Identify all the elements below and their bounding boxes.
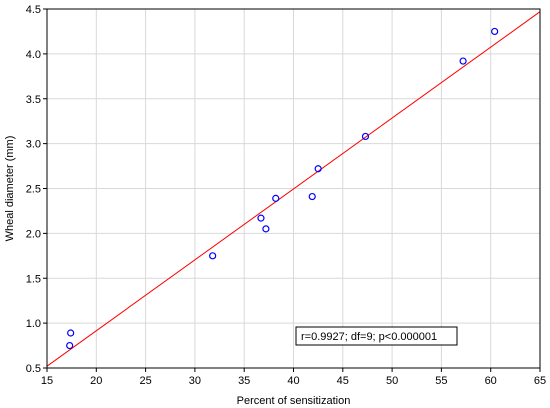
x-tick-label: 25 (139, 375, 151, 387)
data-point (361, 132, 370, 141)
data-point (272, 194, 280, 202)
y-axis-ticks: 0.5 1.0 1.5 2.0 2.5 3.0 3.5 4.0 4.5 (26, 4, 47, 375)
x-tick-label: 35 (238, 375, 250, 387)
x-tick-label: 40 (287, 375, 299, 387)
regression-line-path (46, 11, 541, 367)
x-tick-label: 30 (189, 375, 201, 387)
data-point (459, 57, 467, 65)
y-tick-label: 2.0 (26, 228, 41, 240)
statistics-box: r=0.9927; df=9; p<0.000001 (295, 326, 458, 346)
data-point (67, 329, 75, 337)
x-tick-label: 60 (485, 375, 497, 387)
y-tick-label: 1.0 (26, 318, 41, 330)
y-tick-label: 3.0 (26, 139, 41, 151)
x-tick-label: 50 (386, 375, 398, 387)
y-tick-label: 4.0 (26, 49, 41, 61)
x-axis-ticks: 15 20 25 30 35 40 45 50 55 60 65 (41, 368, 546, 387)
data-point (209, 252, 217, 260)
y-tick-label: 0.5 (26, 363, 41, 375)
data-point (308, 192, 316, 201)
x-tick-label: 65 (534, 375, 546, 387)
y-tick-label: 3.5 (26, 94, 41, 106)
y-tick-label: 2.5 (26, 184, 41, 196)
data-point (314, 165, 322, 173)
x-tick-label: 55 (435, 375, 447, 387)
data-point (66, 341, 74, 350)
y-axis-label: Wheal diameter (mm) (4, 136, 16, 242)
data-points (66, 27, 499, 350)
statistics-box-border (295, 326, 458, 346)
x-axis-label: Percent of sensitization (237, 395, 351, 407)
statistics-text: r=0.9927; df=9; p<0.000001 (301, 331, 437, 343)
data-point (491, 27, 499, 36)
data-point (262, 225, 270, 233)
regression-line (46, 11, 541, 367)
x-tick-label: 20 (90, 375, 102, 387)
y-tick-label: 4.5 (26, 4, 41, 16)
y-tick-label: 1.5 (26, 273, 41, 285)
data-point (257, 214, 265, 222)
x-tick-label: 15 (41, 375, 53, 387)
x-tick-label: 45 (337, 375, 349, 387)
